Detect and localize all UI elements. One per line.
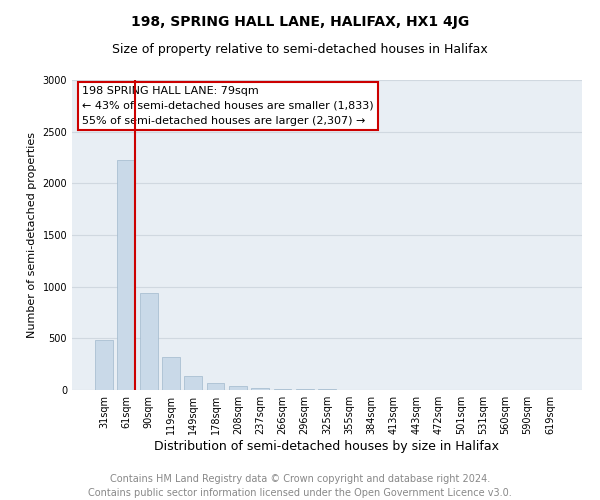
- Bar: [296, 389, 314, 390]
- Bar: [95, 340, 113, 390]
- Bar: [118, 160, 136, 390]
- Y-axis label: Number of semi-detached properties: Number of semi-detached properties: [27, 132, 37, 338]
- Bar: [184, 376, 202, 390]
- Text: Size of property relative to semi-detached houses in Halifax: Size of property relative to semi-detach…: [112, 42, 488, 56]
- Text: Contains HM Land Registry data © Crown copyright and database right 2024.
Contai: Contains HM Land Registry data © Crown c…: [88, 474, 512, 498]
- Bar: [206, 384, 224, 390]
- Text: 198, SPRING HALL LANE, HALIFAX, HX1 4JG: 198, SPRING HALL LANE, HALIFAX, HX1 4JG: [131, 15, 469, 29]
- X-axis label: Distribution of semi-detached houses by size in Halifax: Distribution of semi-detached houses by …: [155, 440, 499, 453]
- Text: 198 SPRING HALL LANE: 79sqm
← 43% of semi-detached houses are smaller (1,833)
55: 198 SPRING HALL LANE: 79sqm ← 43% of sem…: [82, 86, 374, 126]
- Bar: [140, 293, 158, 390]
- Bar: [162, 357, 180, 390]
- Bar: [251, 388, 269, 390]
- Bar: [229, 386, 247, 390]
- Bar: [274, 389, 292, 390]
